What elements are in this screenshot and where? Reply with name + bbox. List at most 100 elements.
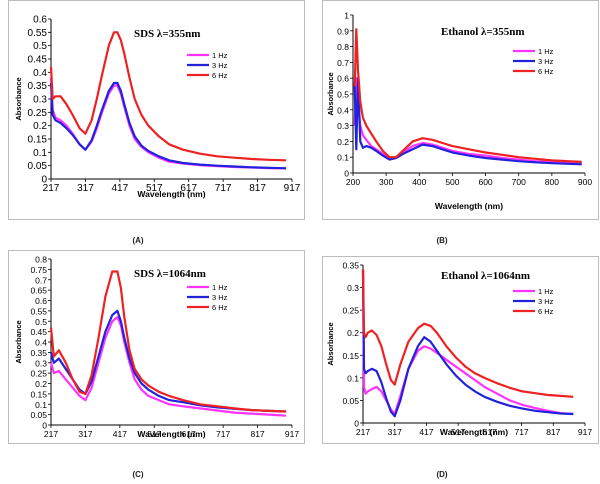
y-tick-label: 0.7 [337,58,349,68]
y-tick-label: 0.3 [35,358,47,368]
x-tick-label: 600 [478,177,492,187]
y-tick-label: 0.35 [342,261,359,271]
x-tick-label: 317 [78,429,92,439]
y-tick-label: 0.8 [35,255,47,265]
x-tick-label: 817 [546,427,560,437]
legend-label: 6 Hz [538,67,554,76]
x-tick-label: 717 [216,429,230,439]
y-tick-label: 0.05 [30,410,47,420]
legend: 1 Hz3 Hz6 Hz [187,51,228,80]
x-tick-label: 500 [445,177,459,187]
y-tick-label: 0.7 [35,275,47,285]
chart-svg-d: 0 0.05 0.1 0.15 0.2 0.25 0.3 0.35 217 317 417 517 61… [326,261,592,438]
y-axis-label: Absorbance [14,77,23,120]
chart-svg-c: 00.050.10.150.20.250.30.350.40.450.50.55… [14,255,299,440]
y-tick-label: 0.3 [337,121,349,131]
y-tick-label: 0.8 [337,42,349,52]
chart-title: SDS λ=1064nm [134,268,206,280]
y-tick-label: 0.5 [337,90,349,100]
y-tick-label: 0.45 [30,327,47,337]
series-line [49,31,287,162]
y-tick-label: 0.4 [337,105,349,115]
y-tick-label: 0 [354,419,359,429]
chart-panel-b: 0 0.1 0.2 0.3 0.4 0.5 0.6 0.7 0.8 0.9 1 200 300 400 50… [322,0,599,220]
x-tick-label: 517 [451,427,465,437]
chart-panel-a: 0 0.05 0.1 0.15 0.2 0.25 0.3 0.35 0.4 0.45 0.5 0.55… [8,0,305,220]
x-tick-label: 700 [512,177,526,187]
chart-title: SDS λ=355nm [134,28,200,40]
y-tick-label: 0.45 [28,55,48,66]
legend: 1 Hz3 Hz6 Hz [513,287,554,316]
y-tick-label: 0.1 [347,373,359,383]
x-axis-label: Wavelength (nm) [137,429,205,439]
y-tick-label: 0.2 [337,137,349,147]
y-tick-label: 0.3 [33,95,47,106]
series-line [49,270,287,413]
panel-caption-d: (D) [436,470,448,479]
legend-label: 3 Hz [212,61,228,70]
series-line [49,81,287,170]
x-tick-label: 917 [285,429,299,439]
chart-panel-d: 0 0.05 0.1 0.15 0.2 0.25 0.3 0.35 217 317 417 517 61… [322,256,599,444]
x-tick-label: 917 [284,183,301,194]
series-line [353,28,582,163]
x-tick-label: 817 [249,183,266,194]
series-line [361,269,574,416]
x-tick-label: 317 [77,183,94,194]
legend-label: 3 Hz [538,297,554,306]
x-tick-label: 517 [147,429,161,439]
x-tick-label: 217 [44,429,58,439]
y-tick-label: 0.5 [33,41,47,52]
series-line [353,77,582,166]
y-tick-label: 0.3 [347,283,359,293]
x-tick-label: 317 [388,427,402,437]
x-tick-label: 617 [182,429,196,439]
y-tick-label: 0.55 [30,306,47,316]
panel-caption-a: (A) [132,236,144,245]
chart-panel-c: 0 0.05 0.1 0.15 0.2 0.25 0.3 0.35 0.4 0.45 0.5 0.55… [8,250,305,444]
x-tick-label: 217 [356,427,370,437]
y-tick-label: 0.2 [35,379,47,389]
y-tick-label: 0.25 [28,108,48,119]
y-tick-label: 0.35 [30,348,47,358]
y-tick-label: 0.15 [342,351,359,361]
panel-caption-b: (B) [436,236,448,245]
y-tick-label: 0 [344,169,349,179]
x-tick-label: 717 [215,183,232,194]
legend-label: 6 Hz [538,307,554,316]
x-axis-label: Wavelength (nm) [137,189,205,199]
y-axis-label: Absorbance [326,72,335,115]
x-axis-label: Wavelength (nm) [435,201,503,211]
x-tick-label: 200 [346,177,360,187]
x-tick-label: 417 [113,429,127,439]
legend-label: 6 Hz [212,303,228,312]
y-tick-label: 1 [344,11,349,21]
series-line [353,77,582,165]
y-tick-label: 0.35 [28,81,48,92]
chart-svg-b: 0 0.1 0.2 0.3 0.4 0.5 0.6 0.7 0.8 0.9 1 200 300 400 50… [326,11,592,212]
y-tick-label: 0.25 [30,369,47,379]
x-tick-label: 517 [146,183,163,194]
y-axis-label: Absorbance [326,322,335,365]
y-tick-label: 0.65 [30,286,47,296]
series-line [361,269,574,418]
y-tick-label: 0.15 [30,389,47,399]
chart-title: Ethanol λ=1064nm [441,270,530,282]
x-tick-label: 617 [180,183,197,194]
y-tick-label: 0.05 [342,396,359,406]
legend-label: 3 Hz [538,57,554,66]
legend: 1 Hz3 Hz6 Hz [513,47,554,76]
y-tick-label: 0.9 [337,26,349,36]
series-line [361,269,574,398]
legend-label: 3 Hz [212,293,228,302]
x-tick-label: 800 [545,177,559,187]
y-tick-label: 0.75 [30,265,47,275]
y-tick-label: 0.1 [35,400,47,410]
x-tick-label: 417 [112,183,129,194]
legend: 1 Hz3 Hz6 Hz [187,283,228,312]
y-tick-label: 0.15 [28,135,48,146]
x-axis-label: Wavelength (nm) [440,427,508,437]
legend-label: 1 Hz [538,287,554,296]
x-tick-label: 817 [250,429,264,439]
y-tick-label: 0.2 [347,328,359,338]
